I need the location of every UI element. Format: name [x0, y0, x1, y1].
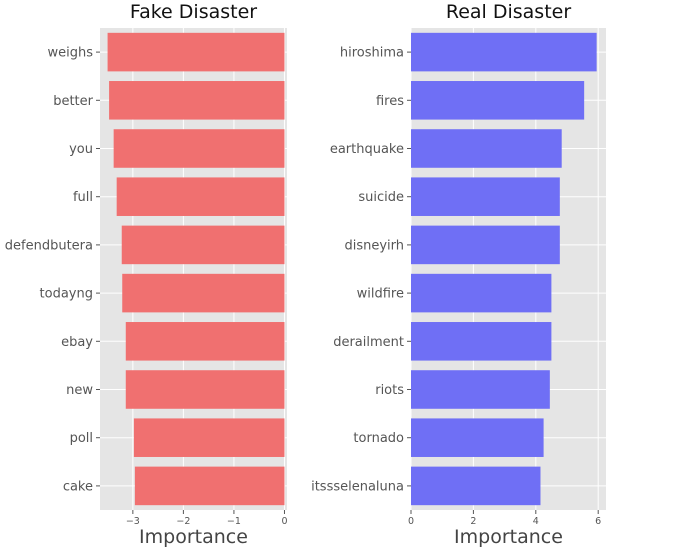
real-category-label: earthquake	[330, 142, 404, 157]
real-bar-fires	[411, 81, 585, 120]
fake-x-tick-label: 0	[281, 516, 287, 527]
real-bar-disneyirh	[411, 225, 560, 265]
real-chart-title: Real Disaster	[446, 1, 571, 23]
real-category-label: wildfire	[357, 287, 404, 302]
real-bar-hiroshima	[411, 32, 597, 72]
real-bar-derailment	[411, 322, 552, 361]
real-x-axis-label: Importance	[454, 526, 563, 548]
fake-category-label: poll	[70, 431, 93, 446]
real-bar-wildfire	[411, 273, 552, 313]
real-category-label: disneyirh	[344, 238, 404, 253]
real-category-label: itssselenaluna	[311, 479, 404, 494]
fake-x-axis-label: Importance	[139, 526, 248, 548]
real-category-label: riots	[375, 383, 404, 398]
fake-category-label: cake	[63, 479, 93, 494]
real-x-tick-label: 4	[533, 516, 539, 527]
real-x-tick-label: 2	[470, 516, 476, 527]
fake-x-tick-label: −3	[126, 516, 140, 527]
real-bar-riots	[411, 370, 550, 409]
real-bar-suicide	[411, 177, 560, 216]
fake-x-tick-label: −1	[227, 516, 241, 527]
real-category-label: fires	[376, 94, 404, 109]
fake-category-label: better	[53, 94, 93, 109]
fake-bar-new	[125, 370, 285, 409]
fake-bar-cake	[134, 466, 285, 506]
fake-category-label: defendbutera	[5, 238, 93, 253]
real-category-label: suicide	[358, 190, 404, 205]
fake-bar-full	[116, 177, 285, 216]
fake-category-label: new	[66, 383, 93, 398]
fake-category-label: full	[73, 190, 93, 205]
real-bar-tornado	[411, 418, 544, 457]
fake-chart-title: Fake Disaster	[130, 1, 257, 23]
fake-bar-poll	[133, 418, 285, 457]
real-category-label: hiroshima	[340, 46, 404, 61]
fake-bar-you	[113, 129, 285, 168]
fake-category-label: weighs	[47, 46, 93, 61]
fake-category-label: ebay	[61, 335, 93, 350]
real-bar-earthquake	[411, 129, 562, 168]
real-category-label: derailment	[333, 335, 404, 350]
fake-category-label: todayng	[40, 287, 93, 302]
fake-x-tick-label: −2	[176, 516, 190, 527]
fake-bar-todayng	[122, 273, 285, 313]
real-category-label: tornado	[353, 431, 404, 446]
fake-category-label: you	[69, 142, 93, 157]
real-x-tick-label: 0	[408, 516, 414, 527]
fake-bar-weighs	[107, 32, 285, 72]
real-bar-itssselenaluna	[411, 466, 541, 506]
fake-bar-ebay	[125, 322, 285, 361]
real-x-tick-label: 6	[595, 516, 601, 527]
fake-bar-better	[109, 81, 285, 120]
fake-bar-defendbutera	[121, 225, 285, 265]
